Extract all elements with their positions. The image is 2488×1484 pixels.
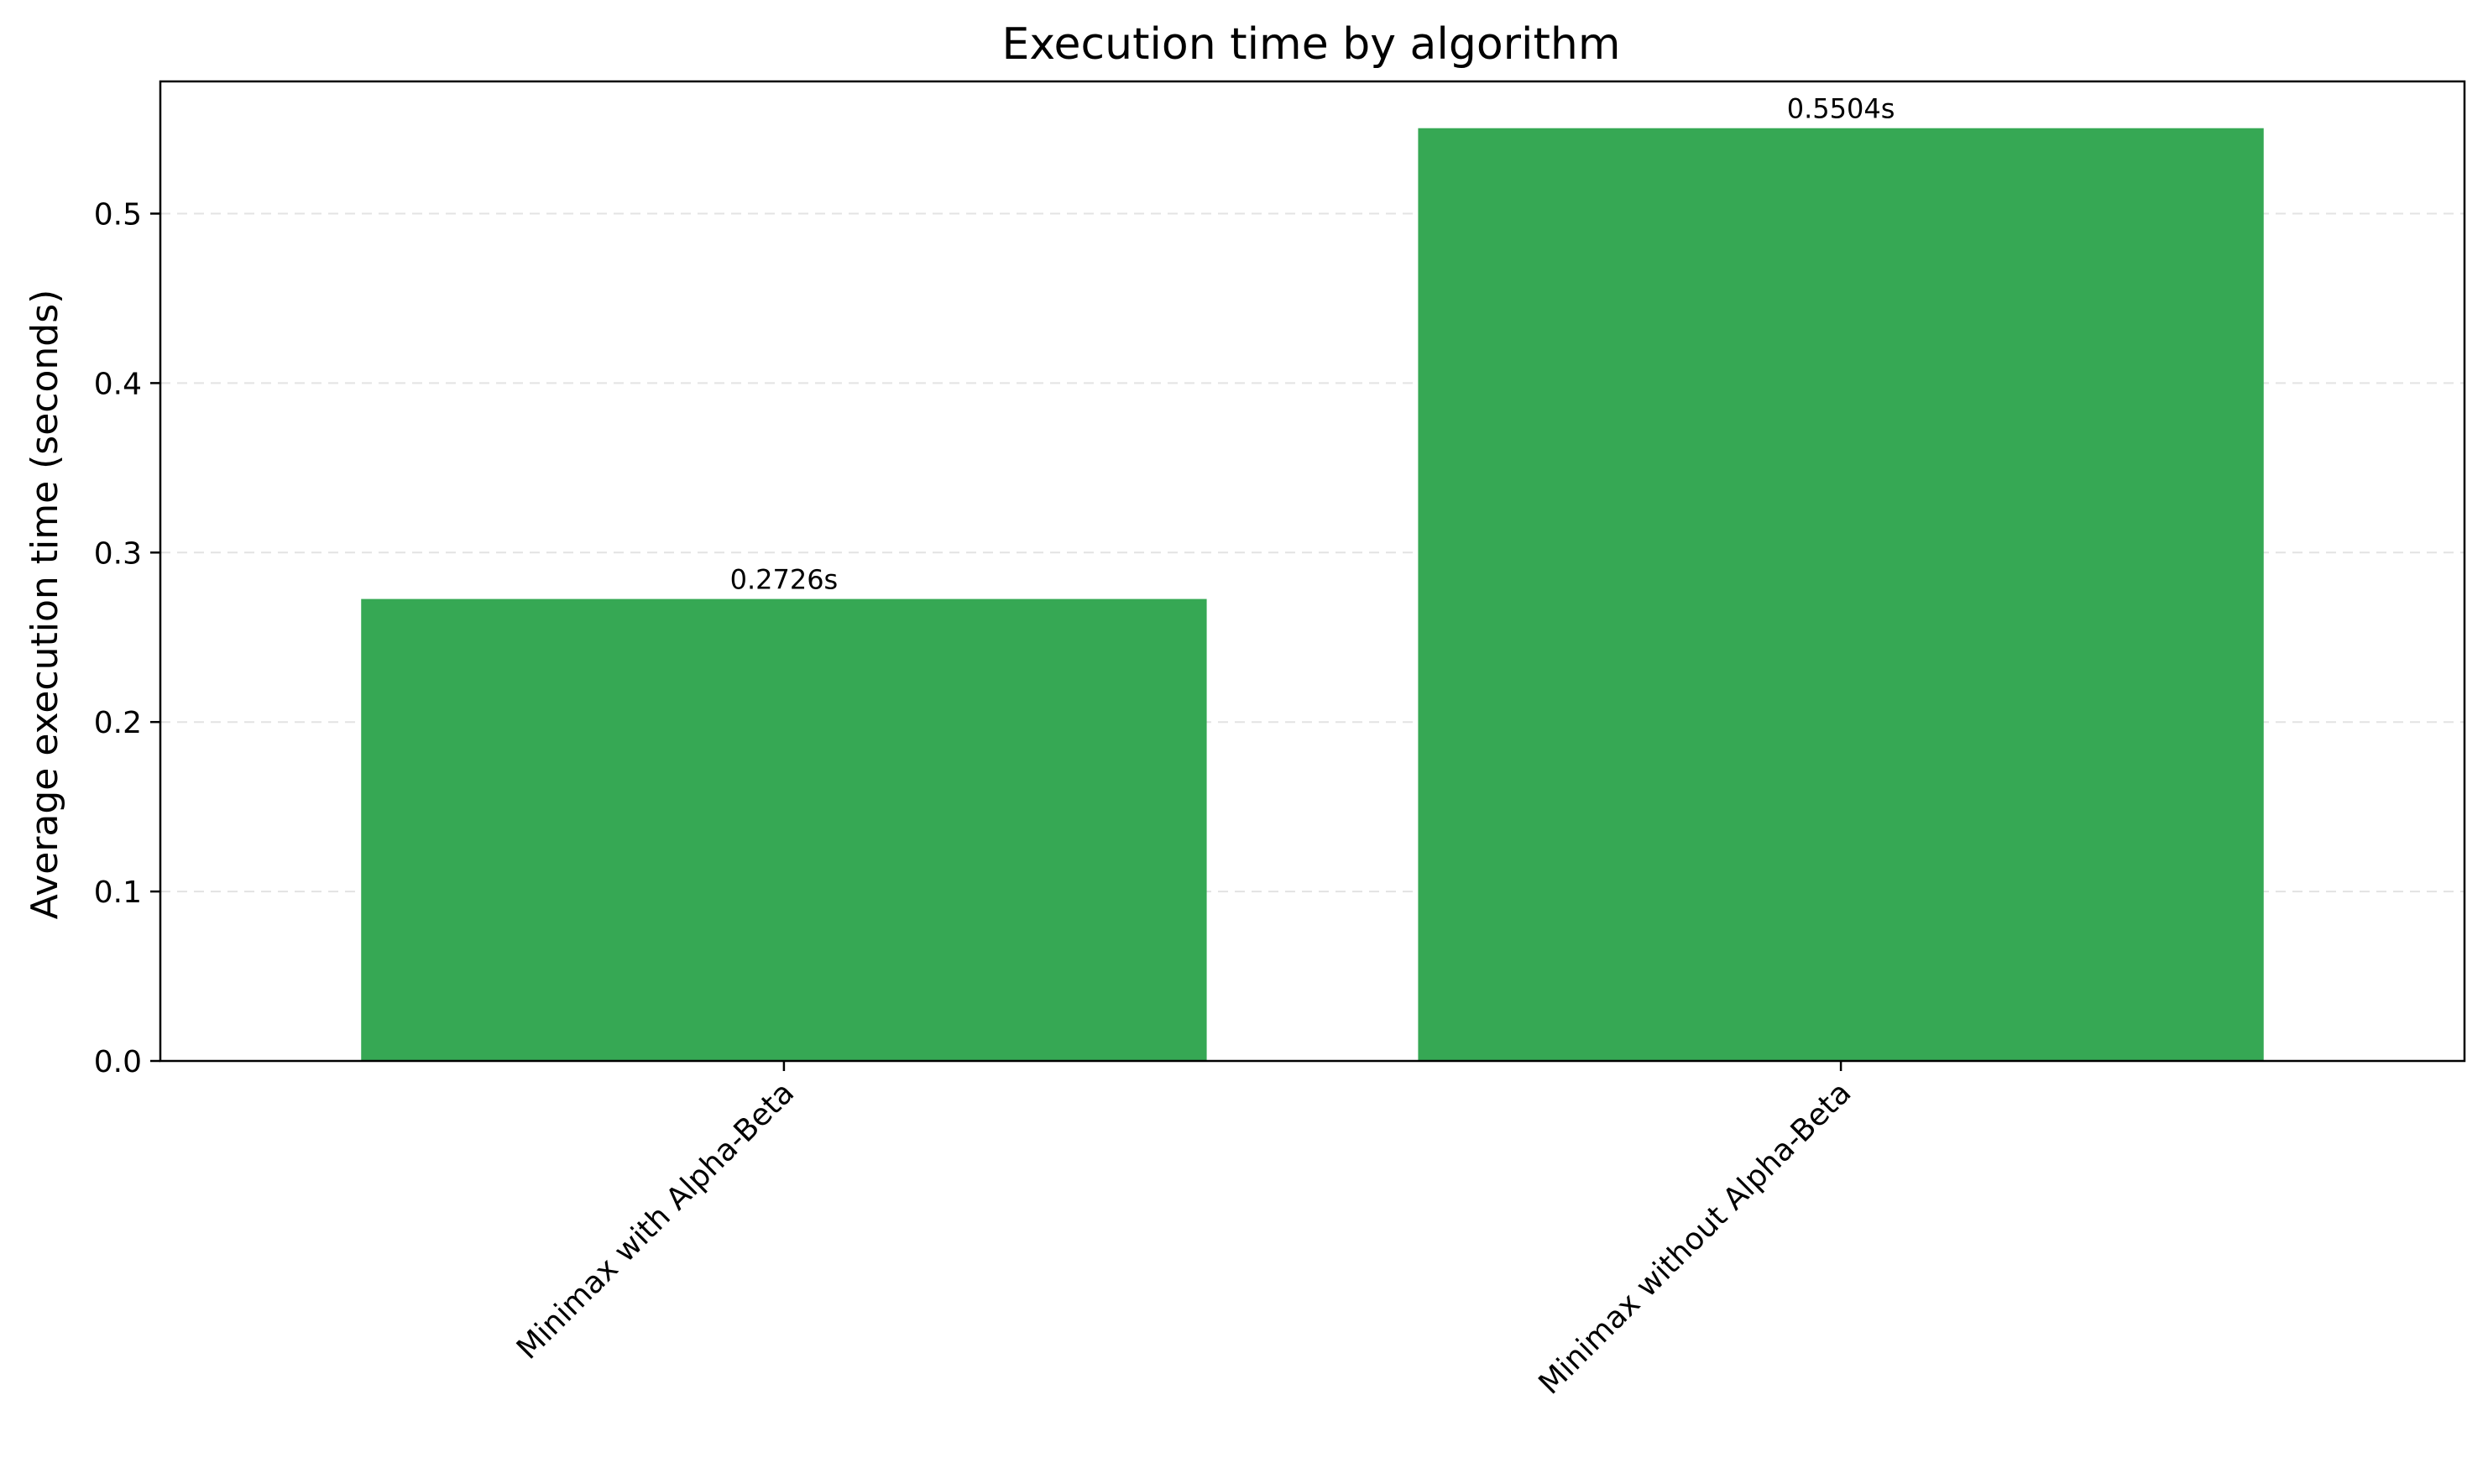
bars: [361, 128, 2264, 1062]
y-tick-label: 0.0: [94, 1045, 142, 1079]
plot-frame: [159, 80, 2466, 1063]
y-tick-label: 0.4: [94, 367, 142, 401]
y-axis-ticks: 0.0 0.1 0.2 0.3 0.4 0.5: [94, 197, 160, 1079]
chart-title: Execution time by algorithm: [1002, 19, 1621, 70]
y-tick-label: 0.1: [94, 875, 142, 910]
y-tick-label: 0.2: [94, 706, 142, 740]
data-labels: 0.2726s 0.5504s: [730, 93, 1895, 596]
y-tick-label: 0.5: [94, 197, 142, 232]
bar-value-label: 0.5504s: [1787, 93, 1895, 125]
bar-value-label: 0.2726s: [730, 564, 839, 596]
x-tick-label: Minimax without Alpha-Beta: [1533, 1075, 1858, 1401]
bar: [361, 598, 1207, 1061]
y-axis-label: Average execution time (seconds): [24, 290, 66, 920]
bar: [1418, 128, 2264, 1062]
x-tick-label: Minimax with Alpha-Beta: [510, 1075, 801, 1366]
y-tick-label: 0.3: [94, 536, 142, 571]
x-axis-ticks: Minimax with Alpha-Beta Minimax without A…: [510, 1061, 1858, 1401]
